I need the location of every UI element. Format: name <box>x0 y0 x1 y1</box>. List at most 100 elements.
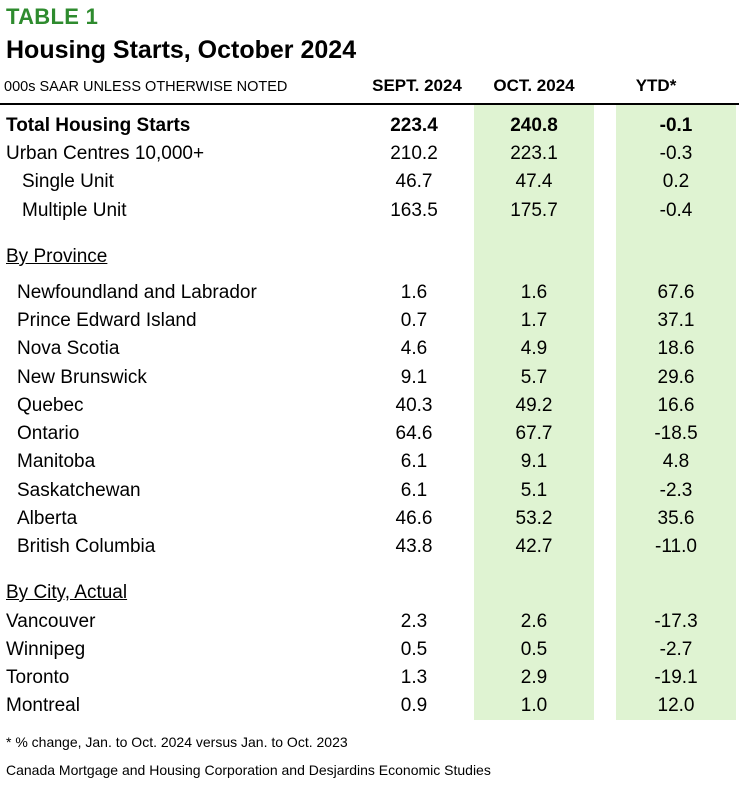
sept-value: 40.3 <box>395 395 433 416</box>
table-row: British Columbia 43.8 42.7 -11.0 <box>0 533 739 561</box>
ytd-column-highlight <box>616 104 736 720</box>
sept-value: 2.3 <box>400 611 428 632</box>
oct-value: 1.0 <box>520 695 548 716</box>
sept-value: 223.4 <box>390 115 438 136</box>
sept-value: 4.6 <box>400 338 428 359</box>
table-row-urban: Urban Centres 10,000+ 210.2 223.1 -0.3 <box>0 140 739 168</box>
sept-value: 6.1 <box>400 480 428 501</box>
sept-value: 0.9 <box>400 695 428 716</box>
row-label: British Columbia <box>17 536 156 557</box>
table-row: Ontario 64.6 67.7 -18.5 <box>0 420 739 448</box>
table-label: TABLE 1 <box>6 4 99 29</box>
table-row-single-unit: Single Unit 46.7 47.4 0.2 <box>0 168 739 196</box>
row-label: Toronto <box>6 667 70 688</box>
table-row: Toronto 1.3 2.9 -19.1 <box>0 664 739 692</box>
table-row: Prince Edward Island 0.7 1.7 37.1 <box>0 307 739 335</box>
table-row: Montreal 0.9 1.0 12.0 <box>0 692 739 720</box>
row-label: Montreal <box>6 695 80 716</box>
sept-value: 163.5 <box>390 200 438 221</box>
row-label: Single Unit <box>22 171 114 192</box>
ytd-value: -19.1 <box>654 667 698 688</box>
row-label: Urban Centres 10,000+ <box>6 143 205 164</box>
oct-value: 240.8 <box>510 115 558 136</box>
ytd-value: -0.4 <box>659 200 693 221</box>
oct-value: 49.2 <box>515 395 553 416</box>
oct-value: 2.6 <box>520 611 548 632</box>
table-row: Alberta 46.6 53.2 35.6 <box>0 505 739 533</box>
oct-value: 42.7 <box>515 536 553 557</box>
ytd-value: 16.6 <box>657 395 695 416</box>
ytd-value: 35.6 <box>657 508 695 529</box>
table-title: Housing Starts, October 2024 <box>6 36 357 64</box>
ytd-value: 18.6 <box>657 338 695 359</box>
ytd-value: -2.7 <box>659 639 693 660</box>
ytd-value: -11.0 <box>655 536 697 557</box>
oct-value: 1.7 <box>520 310 548 331</box>
source-note: Canada Mortgage and Housing Corporation … <box>6 762 491 778</box>
sept-value: 64.6 <box>395 423 433 444</box>
oct-value: 175.7 <box>510 200 558 221</box>
row-label: Newfoundland and Labrador <box>17 282 257 303</box>
table-row: Vancouver 2.3 2.6 -17.3 <box>0 608 739 636</box>
table-row-multiple-unit: Multiple Unit 163.5 175.7 -0.4 <box>0 197 739 225</box>
section-heading-city: By City, Actual <box>6 582 128 603</box>
table-row: Nova Scotia 4.6 4.9 18.6 <box>0 335 739 363</box>
table-row-total: Total Housing Starts 223.4 240.8 -0.1 <box>0 112 739 140</box>
ytd-value: 37.1 <box>657 310 695 331</box>
oct-column-highlight <box>474 104 594 720</box>
ytd-value: 0.2 <box>662 171 690 192</box>
section-heading-province: By Province <box>6 246 108 267</box>
oct-value: 5.7 <box>520 367 548 388</box>
oct-value: 223.1 <box>510 143 558 164</box>
sept-value: 210.2 <box>390 143 438 164</box>
table-row: Quebec 40.3 49.2 16.6 <box>0 392 739 420</box>
row-label: Prince Edward Island <box>17 310 197 331</box>
ytd-value: 67.6 <box>657 282 695 303</box>
oct-value: 53.2 <box>515 508 553 529</box>
row-label: Vancouver <box>6 611 96 632</box>
oct-value: 67.7 <box>515 423 553 444</box>
table-row: Saskatchewan 6.1 5.1 -2.3 <box>0 477 739 505</box>
sept-value: 0.5 <box>400 639 428 660</box>
oct-value: 0.5 <box>520 639 548 660</box>
row-label: Total Housing Starts <box>6 115 191 136</box>
oct-value: 5.1 <box>520 480 548 501</box>
sept-value: 1.3 <box>400 667 428 688</box>
sept-value: 9.1 <box>400 367 428 388</box>
column-header-ytd: YTD* <box>635 76 677 95</box>
sept-value: 1.6 <box>400 282 428 303</box>
row-label: Winnipeg <box>6 639 86 660</box>
oct-value: 4.9 <box>520 338 548 359</box>
ytd-value: -18.5 <box>654 423 698 444</box>
units-note: 000s SAAR UNLESS OTHERWISE NOTED <box>4 79 288 95</box>
row-label: Alberta <box>17 508 78 529</box>
table-row: Winnipeg 0.5 0.5 -2.7 <box>0 636 739 664</box>
sept-value: 46.6 <box>395 508 433 529</box>
footnote: * % change, Jan. to Oct. 2024 versus Jan… <box>6 734 348 750</box>
row-label: New Brunswick <box>17 367 147 388</box>
oct-value: 2.9 <box>520 667 548 688</box>
row-label: Ontario <box>17 423 80 444</box>
ytd-value: -0.3 <box>659 143 693 164</box>
ytd-value: -2.3 <box>659 480 693 501</box>
header-rule <box>0 103 739 105</box>
table-row: Newfoundland and Labrador 1.6 1.6 67.6 <box>0 279 739 307</box>
ytd-value: 4.8 <box>662 451 690 472</box>
sept-value: 6.1 <box>400 451 428 472</box>
ytd-value: 12.0 <box>657 695 695 716</box>
table-row: Manitoba 6.1 9.1 4.8 <box>0 448 739 476</box>
sept-value: 43.8 <box>395 536 433 557</box>
row-label: Saskatchewan <box>17 480 141 501</box>
ytd-value: -17.3 <box>654 611 698 632</box>
column-header-oct: OCT. 2024 <box>493 76 575 95</box>
row-label: Quebec <box>17 395 84 416</box>
table-row: New Brunswick 9.1 5.7 29.6 <box>0 364 739 392</box>
column-header-sept: SEPT. 2024 <box>372 76 462 95</box>
sept-value: 0.7 <box>400 310 428 331</box>
sept-value: 46.7 <box>395 171 433 192</box>
row-label: Nova Scotia <box>17 338 120 359</box>
ytd-value: -0.1 <box>659 115 693 136</box>
row-label: Manitoba <box>17 451 96 472</box>
oct-value: 9.1 <box>520 451 548 472</box>
row-label: Multiple Unit <box>22 200 127 221</box>
